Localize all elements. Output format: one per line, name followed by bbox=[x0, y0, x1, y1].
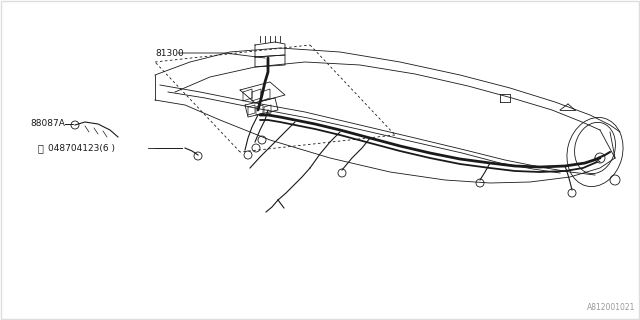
Text: Ⓢ: Ⓢ bbox=[38, 143, 44, 153]
Text: 88087A: 88087A bbox=[30, 119, 65, 129]
Text: 048704123(6 ): 048704123(6 ) bbox=[48, 143, 115, 153]
Text: A812001021: A812001021 bbox=[587, 303, 635, 312]
Text: 81300: 81300 bbox=[155, 49, 184, 58]
